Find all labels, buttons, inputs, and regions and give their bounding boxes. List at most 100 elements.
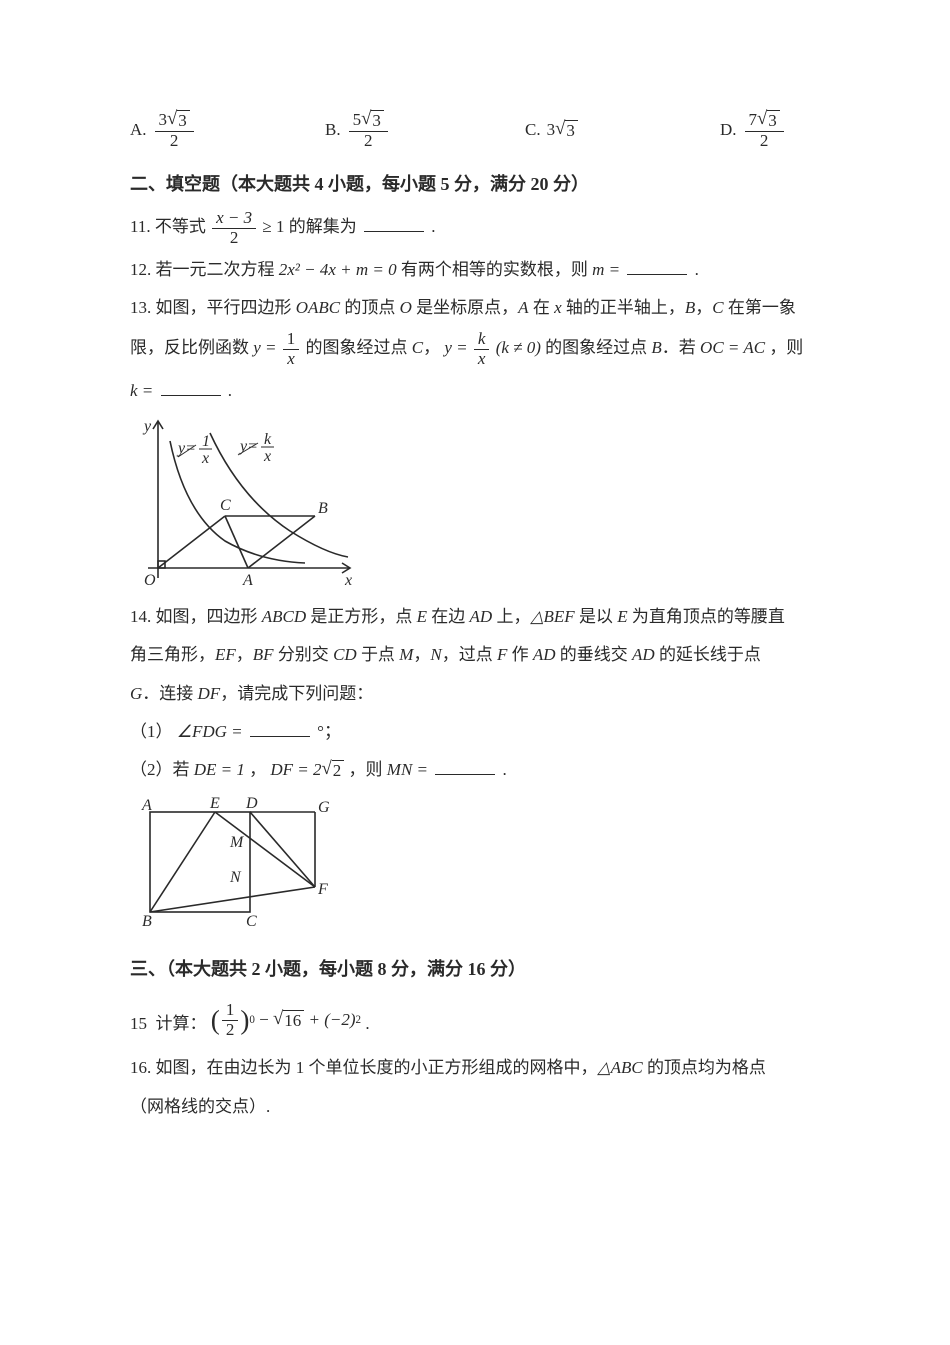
q13-cond: (k ≠ 0) <box>496 338 541 357</box>
fig13-y1n: 1 <box>202 433 210 450</box>
q14-BF: BF <box>253 645 274 664</box>
q12-period: . <box>695 260 699 279</box>
option-d: D. 7√3 2 <box>720 110 786 151</box>
q13-C2: C <box>412 338 423 357</box>
q15-t1: 计算： <box>156 1014 207 1033</box>
fig13-y1l: y= <box>176 440 196 457</box>
q13-O: O <box>400 298 412 317</box>
q14-AD3: AD <box>632 645 655 664</box>
q15-bd: 2 <box>222 1021 239 1040</box>
option-c: C. 3√3 <box>525 110 720 151</box>
q11-frac: x − 3 2 <box>212 209 256 247</box>
q12-eq: 2x² − 4x + m = 0 <box>279 260 397 279</box>
q14-l1b: 是正方形，点 <box>306 607 417 626</box>
fig14-C: C <box>246 913 257 930</box>
question-14: 14. 如图，四边形 ABCD 是正方形，点 E 在边 AD 上，△BEF 是以… <box>130 601 820 633</box>
q14-G: G <box>130 684 142 703</box>
q14-AD: AD <box>470 607 493 626</box>
q14-p2de: DE = 1 <box>194 760 245 779</box>
q12-t2: 有两个相等的实数根，则 <box>401 260 588 279</box>
fig13-O: O <box>144 572 156 589</box>
q11-t1: 不等式 <box>155 217 206 236</box>
q13-oabc: OABC <box>296 298 340 317</box>
q13-k: k = <box>130 381 153 400</box>
question-15: 15 计算： ( 12 ) 0 − √16 + (−2)2 . <box>130 995 820 1047</box>
q14-p2c: ，则 <box>349 760 387 779</box>
q14-F: F <box>497 645 507 664</box>
opt-a-num-pre: 3 <box>159 111 168 130</box>
opt-c-pre: 3 <box>547 114 556 146</box>
q14-num: 14. <box>130 607 151 626</box>
q13-A: A <box>518 298 528 317</box>
opt-d-rad: 3 <box>767 110 780 131</box>
opt-b-den: 2 <box>360 132 377 151</box>
option-b-frac: 5√3 2 <box>349 110 388 151</box>
q14-l3c: ，请完成下列问题： <box>220 684 373 703</box>
opt-b-num-pre: 5 <box>353 111 362 130</box>
q14-p2a: （2）若 <box>130 760 194 779</box>
q14-p2-period: . <box>503 760 507 779</box>
fig14-G: G <box>318 799 330 816</box>
q12-blank <box>627 258 687 274</box>
q13-l2f: ，则 <box>765 338 803 357</box>
q13-l2b: 的图象经过点 <box>306 338 412 357</box>
question-11: 11. 不等式 x − 3 2 ≥ 1 的解集为 . <box>130 209 820 247</box>
option-a-label: A. <box>130 114 147 146</box>
q14-l2b: ， <box>236 645 253 664</box>
opt-d-num-pre: 7 <box>749 111 758 130</box>
q14-E: E <box>417 607 427 626</box>
q14-N: N <box>430 645 441 664</box>
fig14-M: M <box>229 834 245 851</box>
fig14-D: D <box>245 795 258 812</box>
q14-l1d: 上， <box>492 607 530 626</box>
q14-CD: CD <box>333 645 357 664</box>
opt-a-den: 2 <box>166 132 183 151</box>
opt-a-rad: 3 <box>177 110 190 131</box>
q15-minus: − <box>259 1004 269 1036</box>
option-b: B. 5√3 2 <box>325 110 525 151</box>
question-13-line3: k = . <box>130 375 820 407</box>
option-a-frac: 3√3 2 <box>155 110 194 151</box>
q13-y1d: x <box>283 350 299 369</box>
q14-EF: EF <box>215 645 236 664</box>
q14-p1a: （1） <box>130 722 173 741</box>
q14-l2f: ，过点 <box>442 645 497 664</box>
q14-l1c: 在边 <box>427 607 470 626</box>
option-a: A. 3√3 2 <box>130 110 325 151</box>
q11-frac-num: x − 3 <box>212 209 256 229</box>
q14-l3b: ．连接 <box>142 684 197 703</box>
q14-M: M <box>399 645 413 664</box>
q13-B: B <box>685 298 695 317</box>
q12-t1: 若一元二次方程 <box>156 260 275 279</box>
q14-p2mn: MN = <box>387 760 428 779</box>
q13-y2a: y = <box>444 338 467 357</box>
q14-AD2: AD <box>533 645 556 664</box>
q16-l1a: 如图，在由边长为 1 个单位长度的小正方形组成的网格中， <box>156 1058 598 1077</box>
q14-abcd: ABCD <box>262 607 306 626</box>
q13-y2n: k <box>474 330 490 350</box>
fig13-y: y <box>142 418 152 435</box>
option-b-label: B. <box>325 114 341 146</box>
q14-p2-blank <box>435 759 495 775</box>
q14-l1f: 为直角顶点的等腰直 <box>628 607 785 626</box>
fig13-y1d: x <box>201 450 209 467</box>
q14-E2: E <box>617 607 627 626</box>
q11-period: . <box>431 217 435 236</box>
option-c-label: C. <box>525 114 541 146</box>
q15-plus: + (−2) <box>309 1004 356 1036</box>
q13-y1n: 1 <box>283 330 300 350</box>
q13-B2: B <box>651 338 661 357</box>
q14-l2d: 于点 <box>357 645 400 664</box>
page: A. 3√3 2 B. 5√3 2 C. 3√3 D. 7√3 2 二、填空题（… <box>0 0 950 1345</box>
q16-l2: （网格线的交点）. <box>130 1097 270 1116</box>
q13-y2d: x <box>474 350 490 369</box>
fig13-A: A <box>242 572 253 589</box>
question-16: 16. 如图，在由边长为 1 个单位长度的小正方形组成的网格中，△ABC 的顶点… <box>130 1052 820 1084</box>
question-13: 13. 如图，平行四边形 OABC 的顶点 O 是坐标原点，A 在 x 轴的正半… <box>130 292 820 324</box>
q15-bn: 1 <box>222 1001 239 1021</box>
q14-DF: DF <box>198 684 221 703</box>
q14-l2h: 的垂线交 <box>556 645 633 664</box>
question-14-line3: G．连接 DF，请完成下列问题： <box>130 678 820 710</box>
q13-l1d: 在 <box>529 298 555 317</box>
question-12: 12. 若一元二次方程 2x² − 4x + m = 0 有两个相等的实数根，则… <box>130 254 820 286</box>
